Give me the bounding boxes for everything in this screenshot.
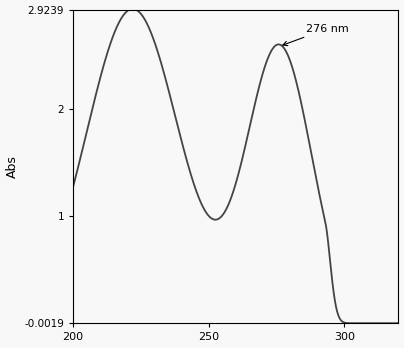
Text: 276 nm: 276 nm — [283, 24, 349, 46]
Y-axis label: Abs: Abs — [6, 155, 19, 178]
